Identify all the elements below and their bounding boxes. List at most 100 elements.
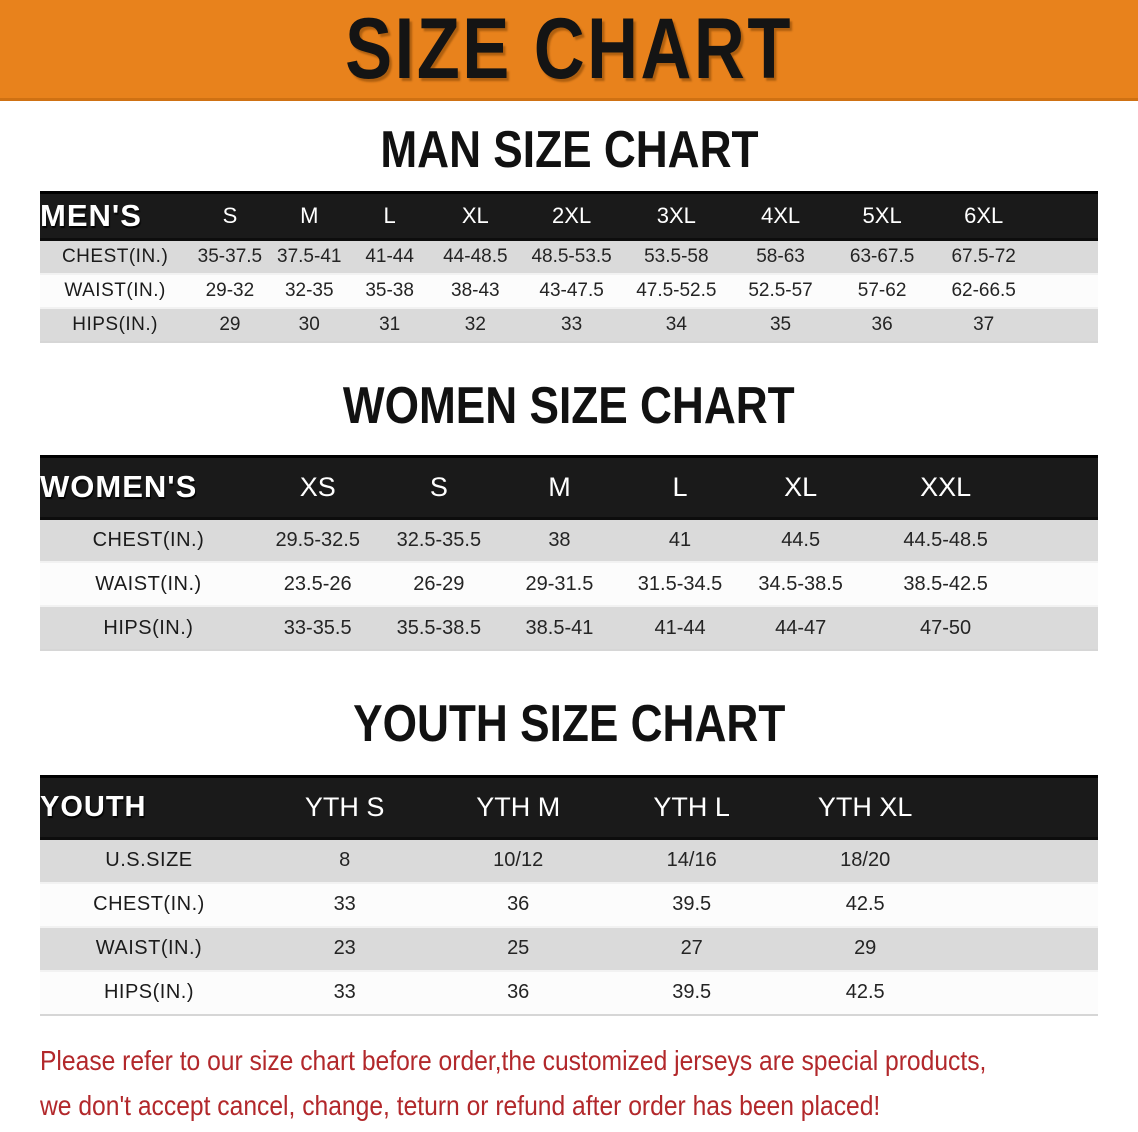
value-cell: 42.5: [845, 893, 885, 915]
value-cell: 34: [665, 313, 687, 335]
group-label: YOUTH: [40, 775, 258, 840]
measure-row: WAIST(IN.) 29-32 32-35 35-38 38-43 43-47.5 47.…: [40, 273, 1098, 308]
disclaimer: Please refer to our size chart before or…: [0, 1016, 1138, 1128]
value-cell: 48.5-53.5: [531, 245, 612, 267]
spacer-cell: [1034, 274, 1098, 308]
size-header: XS: [256, 454, 379, 520]
value-cell: 33: [333, 893, 356, 915]
women-section-heading-wrap: WOMEN SIZE CHART: [0, 376, 1138, 435]
value-cell: 35-37.5: [197, 245, 263, 267]
value-cell: 32.5-35.5: [396, 528, 482, 551]
value-cell: 18/20: [840, 849, 891, 872]
value-cell: 27: [680, 937, 703, 959]
value-cell: 10/12: [493, 849, 544, 872]
row-label: HIPS(IN.): [103, 981, 194, 1003]
value-cell: 36: [507, 981, 530, 1003]
women-section-heading: WOMEN SIZE CHART: [343, 376, 795, 435]
measure-row: U.S.SIZE 8 10/12 14/16 18/20: [40, 838, 1098, 883]
size-chart-banner: SIZE CHART: [0, 0, 1138, 101]
value-cell: 57-62: [857, 279, 907, 301]
youth-section-heading-wrap: YOUTH SIZE CHART: [0, 698, 1138, 750]
value-cell: 35-38: [365, 279, 414, 301]
row-label: WAIST(IN.): [95, 572, 202, 595]
group-label: MEN'S: [40, 191, 191, 241]
spacer-cell: [952, 927, 1098, 971]
size-header: YTH XL: [778, 775, 952, 840]
size-header: 3XL: [622, 191, 730, 241]
value-cell: 31: [379, 313, 401, 335]
row-label: WAIST(IN.): [64, 279, 166, 301]
value-cell: 29: [854, 937, 877, 959]
value-cell: 8: [339, 849, 351, 872]
spacer-cell: [951, 775, 1098, 840]
size-header: S: [378, 454, 500, 520]
value-cell: 29-32: [205, 279, 255, 301]
value-cell: 41: [668, 528, 692, 551]
men-section-heading-wrap: MAN SIZE CHART: [0, 124, 1138, 176]
size-header: L: [619, 454, 741, 520]
value-cell: 62-66.5: [951, 279, 1016, 301]
measure-row: WAIST(IN.) 23.5-26 26-29 29-31.5 31.5-34.5 34…: [40, 562, 1098, 606]
size-header: 2XL: [520, 191, 623, 241]
value-cell: 44.5: [781, 528, 821, 551]
spacer-cell: [1030, 606, 1098, 650]
spacer-cell: [952, 839, 1098, 883]
value-cell: 38.5-41: [525, 616, 594, 639]
size-header: 6XL: [932, 191, 1035, 241]
value-cell: 53.5-58: [644, 245, 709, 267]
value-cell: 32: [464, 313, 486, 335]
value-cell: 38.5-42.5: [903, 572, 988, 595]
value-cell: 47.5-52.5: [636, 279, 717, 301]
row-label: HIPS(IN.): [103, 616, 194, 639]
value-cell: 23.5-26: [283, 572, 352, 595]
spacer-cell: [1030, 518, 1098, 562]
value-cell: 38: [548, 528, 571, 551]
size-header: YTH M: [431, 775, 605, 840]
banner-title: SIZE CHART: [345, 1, 793, 97]
value-cell: 41-44: [654, 616, 706, 639]
value-cell: 44-48.5: [443, 245, 508, 267]
measure-row: HIPS(IN.) 33 36 39.5 42.5: [40, 970, 1098, 1015]
size-header: YTH S: [257, 775, 432, 840]
measure-row: CHEST(IN.) 29.5-32.5 32.5-35.5 38 41 44.5 44.5…: [40, 518, 1098, 562]
value-cell: 32-35: [284, 279, 334, 301]
value-cell: 31.5-34.5: [637, 572, 723, 595]
spacer-cell: [1030, 454, 1098, 520]
value-cell: 47-50: [920, 616, 972, 639]
group-label: WOMEN'S: [40, 454, 257, 520]
spacer-cell: [952, 971, 1098, 1015]
men-size-table: MEN'S S M L XL 2XL 3XL 4XL 5XL 6XL CHEST(IN.) 35-3…: [40, 191, 1098, 343]
value-cell: 25: [507, 937, 530, 959]
value-cell: 29-31.5: [525, 572, 594, 595]
disclaimer-line-1: Please refer to our size chart before or…: [40, 1044, 987, 1076]
size-header: YTH L: [604, 775, 779, 840]
measure-row: CHEST(IN.) 35-37.5 37.5-41 41-44 44-48.5 48.5…: [40, 239, 1098, 274]
size-header: L: [348, 191, 431, 241]
value-cell: 33: [333, 981, 356, 1003]
size-header: M: [499, 454, 620, 520]
value-cell: 42.5: [845, 981, 885, 1003]
row-label: CHEST(IN.): [92, 528, 205, 551]
spacer-cell: [1034, 240, 1098, 274]
youth-size-table: YOUTH YTH S YTH M YTH L YTH XL U.S.SIZE 8 10/1…: [40, 775, 1098, 1016]
spacer-cell: [1034, 191, 1098, 241]
value-cell: 37: [973, 313, 995, 335]
value-cell: 33-35.5: [283, 616, 352, 639]
spacer-cell: [1034, 308, 1098, 342]
value-cell: 29.5-32.5: [275, 528, 360, 551]
men-header-row: MEN'S S M L XL 2XL 3XL 4XL 5XL 6XL: [40, 191, 1098, 241]
size-header: XL: [430, 191, 521, 241]
size-header: 4XL: [729, 191, 832, 241]
measure-row: HIPS(IN.) 29 30 31 32 33 34 35 36 37: [40, 307, 1098, 342]
measure-row: HIPS(IN.) 33-35.5 35.5-38.5 38.5-41 41-44 44-…: [40, 606, 1098, 650]
disclaimer-line-2: we don't accept cancel, change, teturn o…: [40, 1089, 881, 1121]
value-cell: 38-43: [451, 279, 500, 301]
value-cell: 37.5-41: [277, 245, 342, 267]
value-cell: 23: [333, 937, 356, 959]
value-cell: 44-47: [775, 616, 827, 639]
value-cell: 39.5: [672, 981, 712, 1003]
row-label: CHEST(IN.): [61, 245, 169, 267]
value-cell: 35: [769, 313, 792, 335]
measure-row: CHEST(IN.) 33 36 39.5 42.5: [40, 882, 1098, 927]
value-cell: 35.5-38.5: [396, 616, 482, 639]
